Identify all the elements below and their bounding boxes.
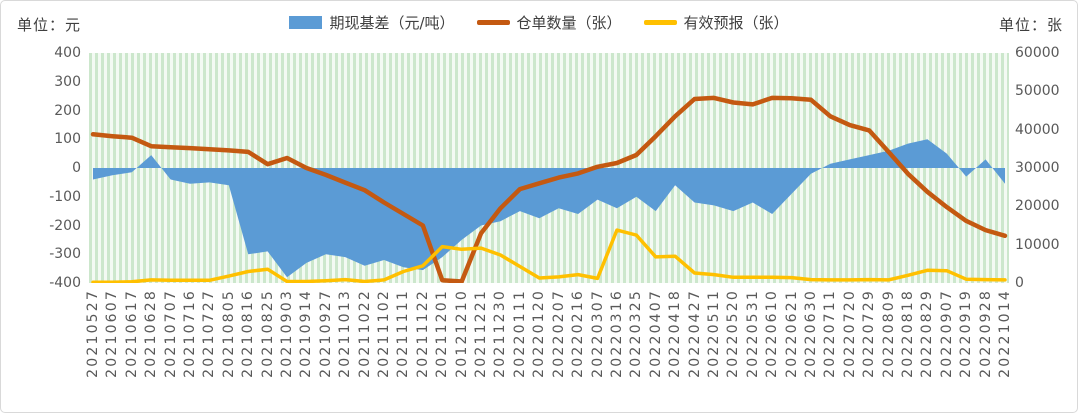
left-axis-tick: -200	[49, 217, 81, 234]
legend-label-receipts: 仓单数量（张）	[516, 14, 622, 32]
basis-swatch-icon	[289, 16, 323, 29]
left-axis-unit-title: 单位：元	[17, 16, 82, 34]
legend-item-receipts: 仓单数量（张）	[476, 12, 622, 33]
basis-area-series	[93, 139, 1005, 278]
right-axis-tick: 20000	[1015, 198, 1060, 215]
forecast-line-series	[91, 228, 1007, 283]
left-axis-tick: 400	[54, 45, 81, 61]
right-axis-unit-title: 单位：张	[998, 16, 1063, 34]
legend: 期现基差（元/吨） 仓单数量（张） 有效预报（张）	[1, 12, 1077, 33]
receipts-line-series	[90, 95, 1008, 283]
legend-item-basis: 期现基差（元/吨）	[289, 12, 455, 33]
left-axis-tick: 100	[54, 131, 81, 148]
legend-item-forecast: 有效预报（张）	[643, 12, 789, 33]
left-axis-tick: -100	[49, 188, 81, 205]
right-axis-tick: 50000	[1015, 83, 1060, 100]
left-axis-tick: 300	[54, 73, 81, 90]
legend-label-forecast: 有效预报（张）	[683, 14, 789, 32]
left-axis-tick: 200	[54, 102, 81, 119]
left-axis-tick: -400	[49, 275, 81, 291]
combo-chart	[90, 95, 1008, 283]
legend-label-basis: 期现基差（元/吨）	[329, 14, 455, 32]
right-axis-tick: 0	[1015, 275, 1024, 291]
receipts-swatch-icon	[476, 20, 510, 25]
plot-area	[89, 53, 1009, 283]
forecast-swatch-icon	[643, 20, 677, 25]
left-axis-tick: 0	[72, 160, 81, 176]
right-axis-tick: 30000	[1015, 160, 1060, 176]
right-axis-tick: 60000	[1015, 45, 1060, 61]
right-axis-tick: 10000	[1015, 236, 1060, 253]
right-axis-tick: 40000	[1015, 121, 1060, 138]
left-axis-tick: -300	[49, 246, 81, 263]
